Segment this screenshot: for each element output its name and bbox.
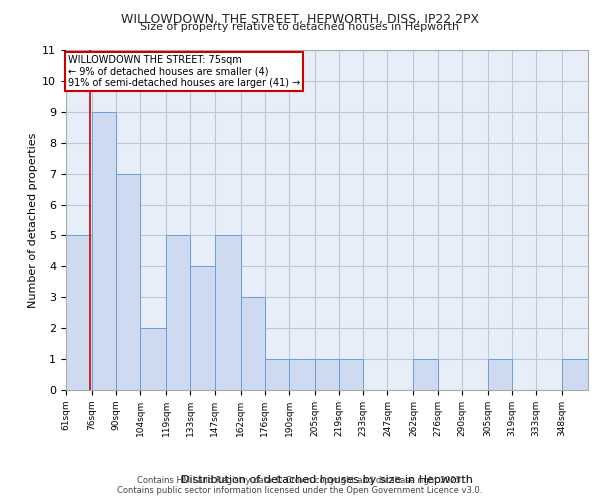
- Bar: [116, 174, 140, 390]
- Bar: [315, 359, 339, 390]
- Bar: [66, 236, 92, 390]
- Bar: [488, 359, 512, 390]
- Bar: [166, 236, 190, 390]
- X-axis label: Distribution of detached houses by size in Hepworth: Distribution of detached houses by size …: [181, 475, 473, 485]
- Bar: [92, 112, 116, 390]
- Bar: [265, 359, 289, 390]
- Bar: [339, 359, 363, 390]
- Text: Contains HM Land Registry data © Crown copyright and database right 2025.
Contai: Contains HM Land Registry data © Crown c…: [118, 476, 482, 495]
- Bar: [140, 328, 166, 390]
- Bar: [215, 236, 241, 390]
- Text: WILLOWDOWN, THE STREET, HEPWORTH, DISS, IP22 2PX: WILLOWDOWN, THE STREET, HEPWORTH, DISS, …: [121, 12, 479, 26]
- Text: Size of property relative to detached houses in Hepworth: Size of property relative to detached ho…: [140, 22, 460, 32]
- Bar: [190, 266, 215, 390]
- Text: WILLOWDOWN THE STREET: 75sqm
← 9% of detached houses are smaller (4)
91% of semi: WILLOWDOWN THE STREET: 75sqm ← 9% of det…: [68, 54, 300, 88]
- Bar: [562, 359, 588, 390]
- Y-axis label: Number of detached properties: Number of detached properties: [28, 132, 38, 308]
- Bar: [289, 359, 315, 390]
- Bar: [413, 359, 437, 390]
- Bar: [241, 298, 265, 390]
